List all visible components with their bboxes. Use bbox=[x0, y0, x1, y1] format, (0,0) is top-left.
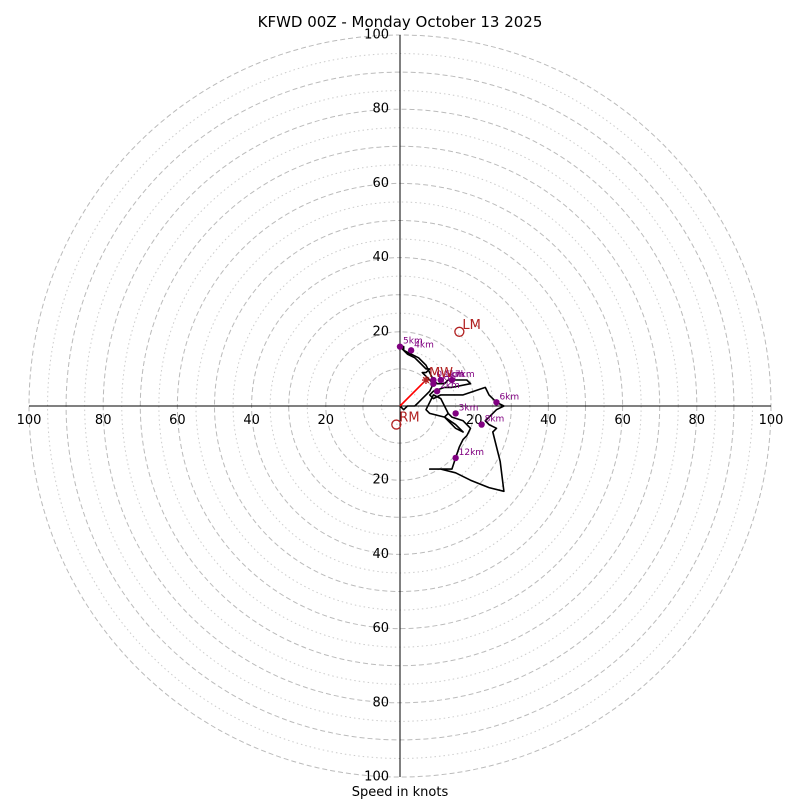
height-marker-label: 0.5km bbox=[436, 370, 464, 380]
height-marker-dot bbox=[448, 376, 456, 384]
storm-motion-label: MW bbox=[429, 366, 453, 381]
tick-label: 40 bbox=[372, 250, 389, 265]
tick-label: 60 bbox=[372, 176, 389, 191]
tick-label: 80 bbox=[689, 413, 706, 428]
tick-label: 60 bbox=[614, 413, 631, 428]
tick-label: 100 bbox=[759, 413, 784, 428]
storm-motion-marker bbox=[391, 419, 402, 430]
mean-wind-marker bbox=[421, 376, 430, 385]
height-marker-dot bbox=[430, 380, 437, 387]
height-marker-dot bbox=[407, 347, 415, 354]
tick-label: 20 bbox=[372, 324, 389, 339]
storm-motion-label: LM bbox=[462, 318, 480, 333]
height-marker-dot bbox=[452, 410, 459, 417]
tick-label: 100 bbox=[364, 28, 389, 43]
height-marker-label: 3km bbox=[459, 403, 479, 413]
ring-tick-labels: 100 80 60 40 20 20 40 60 80 100 100 80 60 40 20 20 40 60 8… bbox=[17, 28, 784, 785]
height-marker-dot bbox=[437, 376, 445, 384]
height-marker-label: 6km bbox=[499, 392, 519, 402]
storm-motion-marker bbox=[454, 326, 465, 337]
mean-wind-vector bbox=[399, 379, 427, 407]
tick-label: 80 bbox=[372, 695, 389, 710]
tick-label: 100 bbox=[17, 413, 42, 428]
chart-title: KFWD 00Z - Monday October 13 2025 bbox=[258, 13, 543, 31]
tick-label: 40 bbox=[372, 547, 389, 562]
tick-label: 20 bbox=[318, 413, 335, 428]
tick-label: 40 bbox=[243, 413, 260, 428]
height-marker-dot bbox=[478, 421, 485, 428]
tick-label: 80 bbox=[95, 413, 112, 428]
tick-label: 20 bbox=[372, 473, 389, 488]
height-marker-dot bbox=[452, 454, 459, 462]
height-marker-label: 5km bbox=[403, 337, 423, 347]
height-marker-label: 1km bbox=[436, 374, 456, 384]
storm-motion-label: RM bbox=[399, 411, 419, 426]
tick-label: 20 bbox=[466, 413, 483, 428]
tick-label: 60 bbox=[169, 413, 186, 428]
tick-label: 80 bbox=[372, 102, 389, 117]
height-marker-dot bbox=[433, 387, 441, 395]
hodograph-trace bbox=[399, 345, 505, 493]
tick-label: 40 bbox=[540, 413, 557, 428]
height-marker-label: 4km bbox=[414, 340, 434, 350]
height-marker-label: 9km bbox=[444, 370, 464, 380]
x-axis-label: Speed in knots bbox=[352, 785, 449, 800]
height-marker-label: 2km bbox=[440, 381, 460, 391]
tick-label: 60 bbox=[372, 621, 389, 636]
tick-label: 100 bbox=[364, 770, 389, 785]
height-marker-dot bbox=[396, 343, 404, 350]
storm-motion-markers: LM RM MW bbox=[391, 318, 481, 430]
height-marker-label: 7km bbox=[455, 370, 475, 380]
height-marker-dot bbox=[493, 399, 500, 406]
height-marker-label: 8km bbox=[485, 415, 505, 425]
height-marker-label: 12km bbox=[459, 448, 484, 458]
